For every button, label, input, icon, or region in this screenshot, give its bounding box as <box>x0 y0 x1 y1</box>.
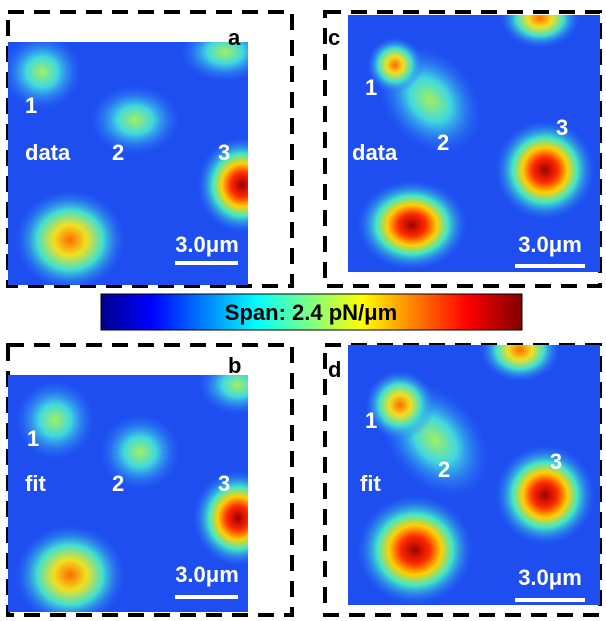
frame <box>323 10 602 288</box>
panel-letter: c <box>328 25 340 50</box>
heatmap <box>348 345 600 605</box>
peak-label: 3 <box>218 471 230 496</box>
peak-label: 2 <box>112 140 124 165</box>
mode-label: data <box>352 140 398 165</box>
mode-label: data <box>25 140 71 165</box>
peak-label: 3 <box>556 115 568 140</box>
heatmap <box>348 15 600 272</box>
peak-label: 1 <box>27 426 39 451</box>
frame <box>6 10 294 288</box>
peak-label: 1 <box>25 93 37 118</box>
scale-label: 3.0μm <box>175 232 239 257</box>
peak-label: 2 <box>112 471 124 496</box>
colorbar-label: Span: 2.4 pN/μm <box>225 300 397 325</box>
mode-label: fit <box>25 471 46 496</box>
scale-label: 3.0μm <box>518 232 582 257</box>
heatmap <box>8 42 248 285</box>
mode-label: fit <box>360 471 381 496</box>
peak-label: 1 <box>365 75 377 100</box>
panel-letter: b <box>228 353 241 378</box>
peak-label: 1 <box>365 408 377 433</box>
panel-letter: a <box>228 25 241 50</box>
scale-label: 3.0μm <box>175 562 239 587</box>
panel-letter: d <box>328 357 341 382</box>
peak-label: 2 <box>438 457 450 482</box>
heatmap <box>8 375 248 612</box>
peak-label: 2 <box>437 130 449 155</box>
peak-label: 3 <box>218 140 230 165</box>
colorbar <box>100 293 523 331</box>
scale-label: 3.0μm <box>518 565 582 590</box>
peak-label: 3 <box>550 449 562 474</box>
